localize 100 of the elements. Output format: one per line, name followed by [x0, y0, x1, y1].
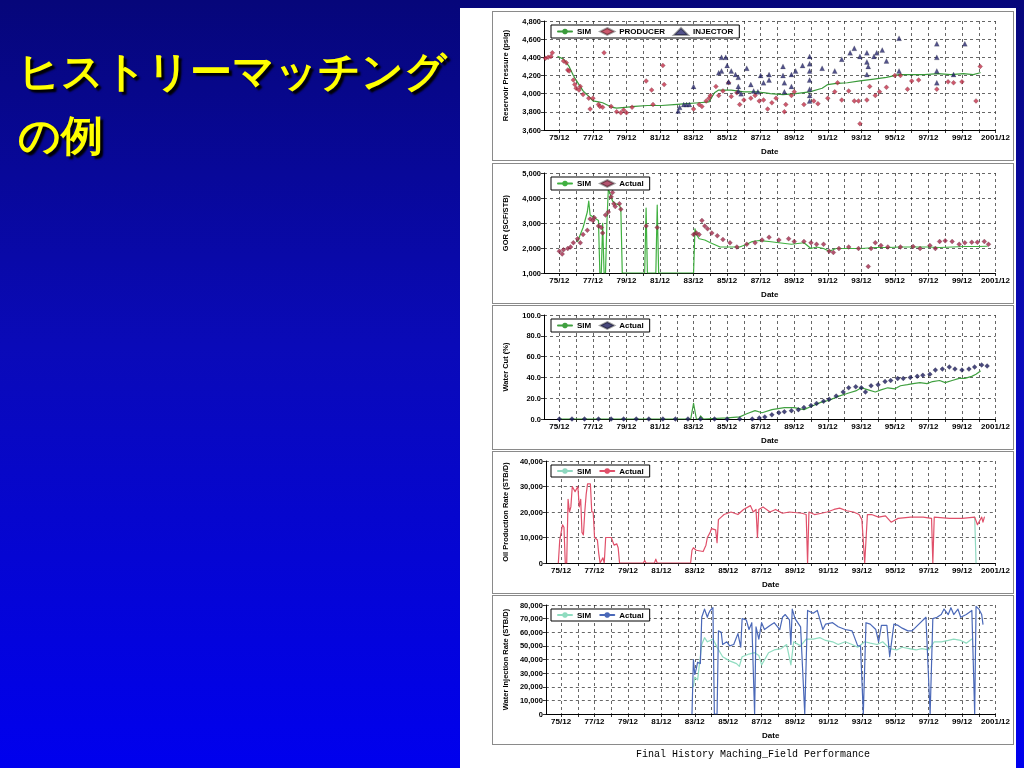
x-tick-label: 89/12: [785, 565, 806, 575]
x-tick-label: 81/12: [650, 275, 671, 285]
x-tick-label: 89/12: [784, 421, 805, 431]
x-tick-label: 91/12: [817, 421, 839, 431]
x-axis-title: Date: [761, 289, 779, 299]
legend-label: SIM: [577, 321, 592, 330]
point: [801, 404, 807, 411]
point: [808, 402, 814, 409]
x-tick-label: 97/12: [918, 716, 940, 726]
x-tick-label: 79/12: [617, 565, 639, 575]
x-tick-label: 99/12: [951, 275, 973, 285]
legend-label: Actual: [619, 321, 644, 330]
x-tick-label: 79/12: [616, 421, 637, 431]
x-tick-label: 87/12: [751, 565, 773, 575]
point: [914, 373, 920, 380]
point: [633, 416, 639, 422]
point: [769, 412, 775, 418]
line-series: [691, 605, 984, 715]
legend-label: PRODUCER: [619, 27, 666, 36]
x-axis-title: Date: [761, 435, 779, 445]
x-axis-title: Date: [762, 730, 780, 740]
x-tick-label: 95/12: [885, 716, 906, 726]
x-tick-label: 75/12: [549, 421, 570, 431]
point: [737, 416, 743, 422]
x-axis-title: Date: [762, 579, 780, 589]
point: [984, 363, 990, 369]
point: [900, 375, 906, 382]
point: [581, 416, 588, 422]
text: Final History Maching_Field Performance: [634, 749, 871, 761]
x-tick-label: 99/12: [952, 565, 973, 575]
x-tick-label: 89/12: [785, 716, 806, 726]
point: [840, 389, 846, 395]
point: [952, 366, 958, 372]
x-tick-label: 2001/12: [981, 716, 1011, 726]
x-tick-label: 85/12: [717, 421, 738, 431]
x-tick-label: 81/12: [651, 565, 672, 575]
x-tick-label: 91/12: [818, 716, 839, 726]
x-tick-label: 97/12: [918, 565, 940, 575]
x-tick-label: 93/12: [851, 716, 873, 726]
x-tick-label: 77/12: [582, 132, 604, 142]
x-tick-label: 97/12: [918, 132, 939, 142]
point: [608, 416, 614, 422]
point: [672, 416, 679, 422]
point: [833, 393, 839, 399]
x-axis-title: Date: [761, 146, 779, 156]
point: [887, 377, 894, 384]
legend-label: Actual: [619, 466, 644, 476]
x-tick-label: 81/12: [650, 132, 671, 142]
point: [882, 378, 888, 385]
x-tick-label: 97/12: [918, 421, 939, 431]
line-series: [557, 483, 985, 564]
x-tick-label: 75/12: [551, 716, 572, 726]
point: [826, 396, 832, 402]
x-tick-label: 83/12: [683, 421, 705, 431]
x-tick-label: 85/12: [717, 275, 738, 285]
x-tick-label: 77/12: [584, 565, 606, 575]
x-tick-label: 99/12: [952, 716, 973, 726]
x-tick-label: 95/12: [885, 565, 906, 575]
point: [978, 362, 985, 368]
x-tick-label: 87/12: [750, 275, 772, 285]
x-tick-label: 2001/12: [981, 132, 1011, 142]
x-tick-label: 91/12: [817, 132, 839, 142]
x-tick-label: 91/12: [817, 275, 839, 285]
x-tick-label: 75/12: [551, 565, 572, 575]
x-tick-label: 91/12: [818, 565, 839, 575]
x-tick-label: 93/12: [851, 275, 872, 285]
x-tick-label: 2001/12: [981, 565, 1011, 575]
legend-label: SIM: [577, 179, 592, 188]
point: [895, 375, 901, 382]
point: [788, 407, 795, 414]
x-tick-label: 77/12: [584, 716, 606, 726]
point: [959, 367, 965, 373]
x-tick-label: 77/12: [582, 421, 604, 431]
point: [853, 384, 859, 390]
x-tick-label: 95/12: [884, 421, 906, 431]
point: [862, 389, 869, 395]
x-tick-label: 83/12: [684, 565, 706, 575]
legend-label: Actual: [619, 610, 644, 620]
point: [660, 416, 666, 422]
point: [971, 364, 978, 370]
x-tick-label: 85/12: [718, 716, 739, 726]
x-tick-label: 81/12: [651, 716, 672, 726]
text: ヒストリーマッチングの例: [18, 46, 449, 162]
legend-label: INJECTOR: [693, 27, 734, 36]
point: [920, 372, 926, 379]
x-tick-label: 79/12: [616, 275, 637, 285]
point: [946, 364, 953, 370]
x-tick-label: 89/12: [784, 275, 805, 285]
point: [776, 410, 782, 416]
point: [966, 366, 972, 372]
point: [846, 385, 852, 391]
point: [813, 400, 820, 407]
point: [756, 415, 762, 421]
point: [749, 416, 755, 422]
point: [907, 374, 913, 381]
x-tick-label: 93/12: [851, 132, 872, 142]
x-tick-label: 85/12: [717, 132, 738, 142]
point: [868, 383, 874, 389]
x-tick-label: 83/12: [683, 132, 705, 142]
x-tick-label: 93/12: [851, 421, 872, 431]
